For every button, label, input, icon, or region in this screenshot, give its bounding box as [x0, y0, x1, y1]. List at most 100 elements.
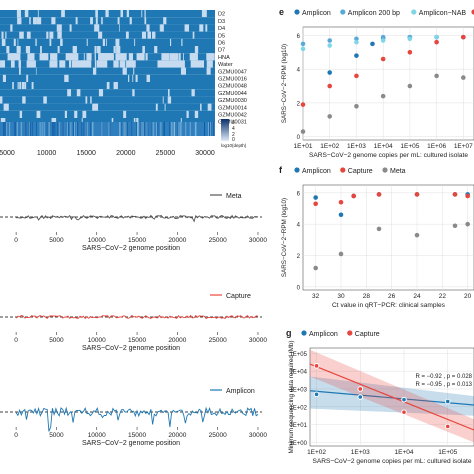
heatmap-gap: [82, 110, 87, 118]
heatmap-gap: [141, 53, 144, 61]
data-point-meta: [452, 223, 458, 229]
heatmap-gap: [192, 31, 195, 39]
legend-label: Amplicon: [302, 168, 331, 175]
heatmap-depth-strip-texture: [3, 122, 214, 136]
x-tick-label: 32: [312, 293, 320, 300]
heatmap-strip-line: [143, 122, 145, 136]
legend-marker: [411, 9, 417, 15]
heatmap-gap: [144, 10, 146, 18]
heatmap-gap: [161, 53, 170, 61]
data-point-amplicon-200-bp: [354, 36, 359, 42]
heatmap-gap: [52, 60, 58, 68]
coverage-line-amplicon: [15, 406, 259, 432]
heatmap-strip-line: [172, 122, 174, 136]
data-point-meta: [300, 129, 306, 134]
heatmap-strip-line: [144, 122, 146, 136]
data-point-amplicon-200-bp: [380, 34, 386, 40]
heatmap-strip-line: [137, 122, 138, 136]
heatmap-gap: [197, 60, 205, 68]
heatmap-strip-line: [131, 122, 133, 136]
heatmap-gap: [94, 24, 99, 32]
heatmap-strip-line: [85, 122, 87, 136]
heatmap-gap: [181, 38, 183, 46]
heatmap-gap: [190, 60, 200, 68]
heatmap-gap: [74, 110, 78, 118]
heatmap-strip-line: [36, 122, 37, 136]
legend-marker: [340, 167, 346, 173]
heatmap-strip-line: [123, 122, 125, 136]
heatmap-row-label: GZMU0042: [218, 113, 247, 119]
heatmap-gap: [33, 17, 37, 25]
heatmap-gap: [128, 53, 133, 61]
heatmap-gap: [85, 96, 88, 104]
data-point-amplicon: [327, 70, 333, 75]
heatmap-gap: [26, 60, 31, 68]
heatmap-row-label: GZMU0048: [218, 84, 247, 90]
track-x-tick-label: 25000: [209, 337, 227, 344]
heatmap-gap: [0, 118, 6, 126]
track-x-tick-label: 0: [14, 337, 18, 344]
heatmap-strip-line: [53, 122, 55, 136]
x-tick-label: 26: [388, 293, 396, 300]
heatmap-gap: [19, 82, 22, 90]
data-point-amplicon-nab: [300, 46, 306, 52]
y-tick-label: 1E+05: [289, 352, 307, 358]
heatmap-gap: [64, 110, 67, 118]
heatmap-row-label: GZMU0047: [218, 69, 247, 75]
heatmap-gap: [24, 82, 27, 90]
heatmap-gap: [177, 60, 185, 68]
heatmap-gap: [60, 38, 63, 46]
heatmap-row: [0, 110, 215, 118]
heatmap-strip-line: [21, 122, 22, 136]
heatmap-gap: [51, 118, 56, 126]
confidence-band: [310, 349, 474, 443]
coverage-line-meta: [16, 214, 259, 223]
data-point-amplicon: [313, 195, 318, 200]
x-tick-label: 1E+06: [427, 143, 446, 150]
heatmap-row: [0, 38, 215, 46]
plot-area: [302, 184, 474, 291]
heatmap-gap: [117, 17, 120, 25]
heatmap-gap: [17, 17, 22, 25]
heatmap-gap: [50, 53, 58, 61]
data-point-meta: [380, 93, 386, 99]
x-tick-label: 1E+05: [438, 449, 457, 456]
heatmap-strip-line: [145, 122, 147, 136]
coverage-tracks: Meta 0 5000 10000 15000 20000 25000 30000 SARS−C…: [0, 193, 267, 447]
heatmap-strip-line: [66, 122, 68, 136]
heatmap-row-label: D2: [218, 12, 225, 18]
track-x-axis-label: SARS−CoV−2 genome position: [82, 245, 180, 252]
heatmap-strip-line: [164, 122, 165, 136]
heatmap-gap: [111, 118, 114, 126]
heatmap-strip-line: [136, 122, 137, 136]
x-tick-label: 24: [413, 293, 421, 300]
track-x-tick-label: 5000: [49, 337, 64, 344]
heatmap-gap: [141, 31, 147, 39]
heatmap-gap: [57, 46, 60, 54]
track-x-tick-label: 10000: [88, 237, 106, 244]
heatmap-strip-line: [147, 122, 149, 136]
heatmap-gap: [194, 110, 199, 118]
heatmap-gap: [133, 67, 135, 75]
heatmap-gap: [152, 31, 156, 39]
data-point-amplicon: [354, 53, 359, 58]
heatmap-gap: [180, 118, 182, 126]
heatmap-gap: [97, 46, 101, 54]
heatmap-strip-line: [73, 122, 74, 136]
heatmap-gap: [192, 53, 198, 61]
heatmap-gap: [7, 53, 12, 61]
heatmap-gap: [178, 53, 181, 61]
heatmap-gap: [51, 17, 56, 25]
heatmap-strip-line: [127, 122, 128, 136]
data-point-amplicon: [313, 391, 320, 398]
heatmap-row: [0, 31, 215, 39]
legend-tick: 2: [232, 132, 235, 138]
data-point-capture: [401, 409, 407, 415]
heatmap-strip-line: [108, 122, 110, 136]
heatmap-gap: [186, 110, 189, 118]
x-tick-label: 28: [363, 293, 371, 300]
heatmap-gap: [13, 53, 21, 61]
heatmap-gap: [10, 60, 15, 68]
heatmap-strip-line: [171, 122, 172, 136]
heatmap-gap: [201, 10, 207, 18]
